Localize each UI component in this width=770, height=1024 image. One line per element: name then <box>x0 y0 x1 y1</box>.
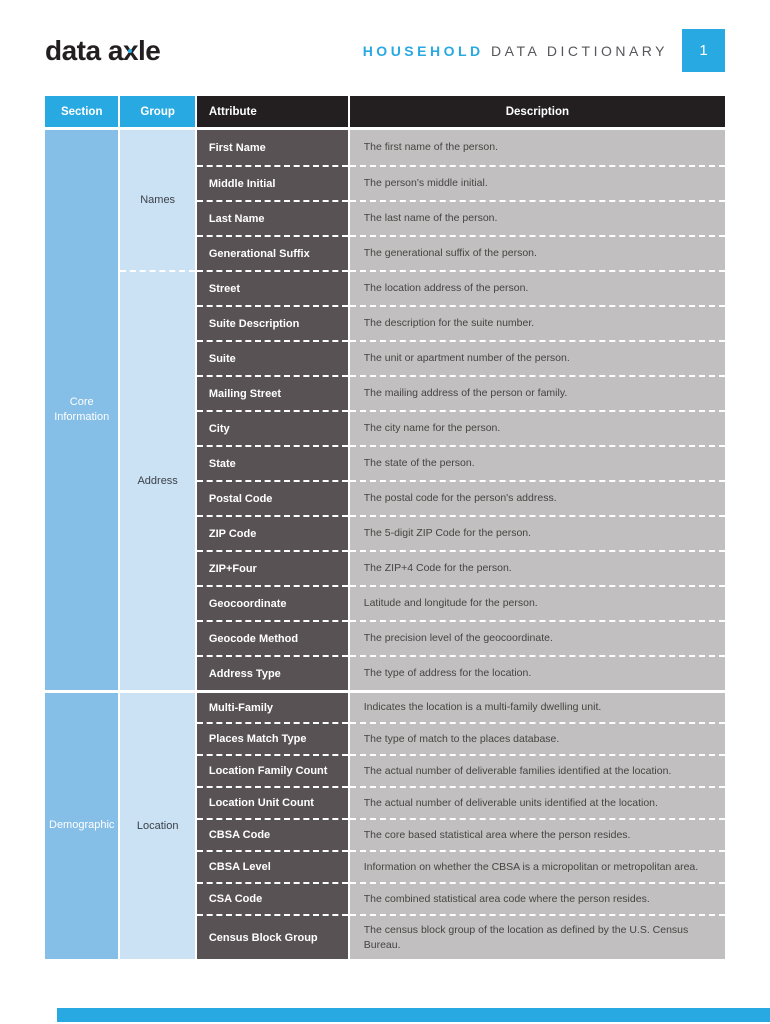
table-row: Suite Description The description for th… <box>45 305 725 340</box>
attribute-cell: CBSA Level <box>196 850 348 882</box>
description-cell: The state of the person. <box>349 445 725 480</box>
table-row: City The city name for the person. <box>45 410 725 445</box>
attribute-cell: Postal Code <box>196 480 348 515</box>
description-cell: The postal code for the person's address… <box>349 480 725 515</box>
attribute-cell: Mailing Street <box>196 375 348 410</box>
section-cell-core-information: Core Information <box>45 130 119 690</box>
description-cell: The type of address for the location. <box>349 655 725 690</box>
attribute-cell: Location Family Count <box>196 754 348 786</box>
footer-accent-bar <box>57 1008 770 1022</box>
description-cell: The actual number of deliverable familie… <box>349 754 725 786</box>
attribute-cell: Census Block Group <box>196 914 348 959</box>
table-row: ZIP Code The 5-digit ZIP Code for the pe… <box>45 515 725 550</box>
table-row: Places Match Type The type of match to t… <box>45 722 725 754</box>
col-header-group: Group <box>120 96 195 130</box>
attribute-cell: City <box>196 410 348 445</box>
attribute-cell: ZIP+Four <box>196 550 348 585</box>
logo-text-1: data a <box>45 34 123 66</box>
title-rest: DATA DICTIONARY <box>483 42 668 59</box>
table-row: Core Information Names First Name The fi… <box>45 130 725 690</box>
document-title: HOUSEHOLD DATA DICTIONARY <box>363 43 668 59</box>
description-cell: The ZIP+4 Code for the person. <box>349 550 725 585</box>
description-cell: The actual number of deliverable units i… <box>349 786 725 818</box>
table-row: Geocoordinate Latitude and longitude for… <box>45 585 725 620</box>
table-row: Demographic Location Multi-Family Indica… <box>45 690 725 959</box>
table-row: Suite The unit or apartment number of th… <box>45 340 725 375</box>
group-cell-address: Address <box>120 270 195 690</box>
table-row: Census Block Group The census block grou… <box>45 914 725 959</box>
table-row: State The state of the person. <box>45 445 725 480</box>
description-cell: The generational suffix of the person. <box>349 235 725 270</box>
col-header-section: Section <box>45 96 119 130</box>
description-cell: The location address of the person. <box>349 270 725 305</box>
table-row: Location Family Count The actual number … <box>45 754 725 786</box>
col-header-description: Description <box>349 96 725 130</box>
logo-text-2: le <box>138 34 161 66</box>
page-number-badge: 1 <box>682 29 725 72</box>
attribute-cell: Suite Description <box>196 305 348 340</box>
table-row: Address Street The location address of t… <box>45 270 725 690</box>
description-cell: The first name of the person. <box>349 130 725 165</box>
attribute-cell: Middle Initial <box>196 165 348 200</box>
description-cell: The description for the suite number. <box>349 305 725 340</box>
table-row: Postal Code The postal code for the pers… <box>45 480 725 515</box>
attribute-cell: Geocode Method <box>196 620 348 655</box>
description-cell: The type of match to the places database… <box>349 722 725 754</box>
table-row: Generational Suffix The generational suf… <box>45 235 725 270</box>
logo-x-dot-icon <box>128 49 133 54</box>
description-cell: The census block group of the location a… <box>349 914 725 959</box>
table-row: CBSA Code The core based statistical are… <box>45 818 725 850</box>
description-cell: The unit or apartment number of the pers… <box>349 340 725 375</box>
attribute-cell: Generational Suffix <box>196 235 348 270</box>
logo-x: x <box>123 36 139 65</box>
col-header-attribute: Attribute <box>196 96 348 130</box>
description-cell: The mailing address of the person or fam… <box>349 375 725 410</box>
attribute-cell: Address Type <box>196 655 348 690</box>
attribute-cell: Street <box>196 270 348 305</box>
attribute-cell: Last Name <box>196 200 348 235</box>
attribute-cell: CBSA Code <box>196 818 348 850</box>
table-row: Middle Initial The person's middle initi… <box>45 165 725 200</box>
description-cell: The precision level of the geocoordinate… <box>349 620 725 655</box>
attribute-cell: ZIP Code <box>196 515 348 550</box>
group-cell-names: Names <box>120 130 195 270</box>
table-row: Address Type The type of address for the… <box>45 655 725 690</box>
data-dictionary-table: Section Group Attribute Description Core… <box>43 96 727 959</box>
description-cell: The person's middle initial. <box>349 165 725 200</box>
section-cell-demographic: Demographic <box>45 690 119 959</box>
attribute-cell: Multi-Family <box>196 690 348 722</box>
description-cell: Latitude and longitude for the person. <box>349 585 725 620</box>
description-cell: Information on whether the CBSA is a mic… <box>349 850 725 882</box>
table-header-row: Section Group Attribute Description <box>45 96 725 130</box>
description-cell: The combined statistical area code where… <box>349 882 725 914</box>
attribute-cell: First Name <box>196 130 348 165</box>
description-cell: Indicates the location is a multi-family… <box>349 690 725 722</box>
group-cell-location: Location <box>120 690 195 959</box>
table-row: Location Unit Count The actual number of… <box>45 786 725 818</box>
table-row: Mailing Street The mailing address of th… <box>45 375 725 410</box>
description-cell: The city name for the person. <box>349 410 725 445</box>
table-row: Last Name The last name of the person. <box>45 200 725 235</box>
attribute-cell: CSA Code <box>196 882 348 914</box>
title-highlight: HOUSEHOLD <box>362 42 484 59</box>
table-row: CBSA Level Information on whether the CB… <box>45 850 725 882</box>
description-cell: The 5-digit ZIP Code for the person. <box>349 515 725 550</box>
description-cell: The last name of the person. <box>349 200 725 235</box>
table-row: CSA Code The combined statistical area c… <box>45 882 725 914</box>
page-header: data axle HOUSEHOLD DATA DICTIONARY 1 <box>45 29 725 72</box>
attribute-cell: Suite <box>196 340 348 375</box>
description-cell: The core based statistical area where th… <box>349 818 725 850</box>
data-axle-logo: data axle <box>45 34 161 66</box>
table-row: Geocode Method The precision level of th… <box>45 620 725 655</box>
attribute-cell: Geocoordinate <box>196 585 348 620</box>
table-row: ZIP+Four The ZIP+4 Code for the person. <box>45 550 725 585</box>
attribute-cell: State <box>196 445 348 480</box>
attribute-cell: Location Unit Count <box>196 786 348 818</box>
attribute-cell: Places Match Type <box>196 722 348 754</box>
